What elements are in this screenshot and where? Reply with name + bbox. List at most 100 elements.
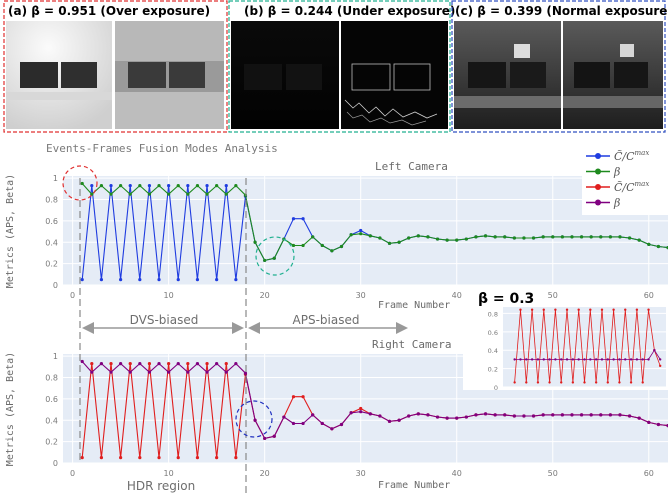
left-series-1-point bbox=[253, 240, 257, 244]
right-x-tick-label: 0 bbox=[70, 469, 75, 478]
left-series-1-point bbox=[339, 244, 344, 249]
right-series-1-point bbox=[627, 414, 632, 418]
inset-series-1-point bbox=[629, 358, 633, 361]
right-series-1-point bbox=[579, 413, 584, 417]
inset-series-1-point bbox=[641, 358, 644, 361]
right-series-1-point bbox=[378, 414, 382, 418]
right-series-0-point bbox=[195, 456, 200, 460]
left-series-1-point bbox=[608, 235, 612, 239]
left-y-tick-label: 0.6 bbox=[45, 217, 58, 226]
right-series-1-point bbox=[531, 414, 536, 418]
right-series-1-point bbox=[339, 422, 344, 427]
right-series-1-point bbox=[493, 413, 497, 417]
left-series-0-point bbox=[157, 278, 161, 282]
legend-swatch-marker bbox=[595, 184, 601, 190]
left-series-0-point bbox=[234, 278, 238, 282]
left-y-tick-label: 1 bbox=[53, 174, 58, 183]
left-series-1-point bbox=[531, 236, 536, 240]
right-series-1-point bbox=[195, 362, 200, 366]
right-series-1-point bbox=[291, 421, 296, 426]
left-series-1-point bbox=[522, 236, 526, 240]
right-series-0-point bbox=[205, 362, 209, 366]
left-series-1-point bbox=[167, 192, 171, 196]
hdr-region-label: HDR region bbox=[127, 479, 195, 493]
right-series-1-point bbox=[167, 370, 171, 374]
legend-entry-label: C̃/Cmax bbox=[614, 180, 649, 194]
left-series-1-point bbox=[186, 192, 190, 196]
right-series-0-point bbox=[167, 362, 171, 366]
right-x-tick-label: 60 bbox=[644, 469, 654, 478]
inset-series-0-point bbox=[635, 308, 639, 311]
left-camera-title: Left Camera bbox=[375, 160, 448, 173]
right-series-0-point bbox=[138, 456, 142, 460]
right-series-0-point bbox=[109, 362, 113, 366]
right-y-tick-label: 0.6 bbox=[45, 395, 58, 404]
inset-series-0-point bbox=[548, 381, 551, 384]
panel-c-event-image bbox=[563, 21, 663, 129]
right-series-1-point bbox=[109, 370, 113, 374]
right-y-tick-label: 0 bbox=[53, 459, 58, 468]
right-series-0-point bbox=[119, 456, 123, 460]
right-x-tick-label: 50 bbox=[548, 469, 558, 478]
panel-c-label: (c) β = 0.399 (Normal exposure) bbox=[455, 4, 668, 18]
right-series-0-point bbox=[301, 395, 305, 399]
aps-biased-arrow bbox=[248, 322, 408, 334]
left-series-1-point bbox=[349, 233, 353, 237]
right-series-0-point bbox=[291, 395, 296, 399]
left-series-1-point bbox=[618, 235, 622, 239]
inset-series-0-point bbox=[519, 308, 522, 311]
right-series-1-point bbox=[570, 413, 574, 417]
right-series-0-point bbox=[186, 362, 190, 366]
inset-title: β = 0.3 bbox=[478, 291, 534, 307]
left-series-1-point bbox=[176, 184, 180, 188]
left-series-0-point bbox=[291, 217, 296, 221]
left-series-0-point bbox=[224, 184, 228, 188]
left-series-1-point bbox=[503, 235, 507, 239]
left-series-1-point bbox=[560, 235, 564, 239]
left-series-0-point bbox=[167, 184, 171, 188]
left-series-1-point bbox=[157, 184, 161, 188]
inset-series-1-point bbox=[583, 358, 586, 361]
legend-swatch-marker bbox=[595, 153, 601, 159]
right-series-1-point bbox=[80, 359, 84, 364]
inset-series-1-point bbox=[565, 358, 569, 361]
right-series-0-point bbox=[359, 406, 363, 411]
left-series-0-point bbox=[109, 184, 113, 188]
right-series-1-point bbox=[99, 362, 104, 366]
inset-series-1-point bbox=[624, 358, 627, 361]
right-tick-labels: 00.20.40.60.810 10 20 30 40 50 60 bbox=[45, 352, 654, 478]
inset-y-tick-label: 0.8 bbox=[488, 310, 498, 318]
inset-series-1-point bbox=[525, 358, 528, 361]
right-series-0-point bbox=[176, 456, 180, 460]
left-y-tick-label: 0 bbox=[53, 281, 58, 290]
right-x-tick-label: 40 bbox=[452, 469, 462, 478]
right-series-1-point bbox=[416, 412, 420, 416]
left-series-1-point bbox=[551, 235, 555, 239]
left-x-axis-label: Frame Number bbox=[378, 300, 450, 311]
left-series-1-point bbox=[128, 192, 132, 196]
right-series-1-point bbox=[560, 413, 564, 417]
right-series-1-point bbox=[243, 371, 248, 375]
right-series-0-point bbox=[99, 456, 104, 460]
panel-b-aps-image bbox=[231, 21, 339, 129]
right-series-0-point bbox=[147, 362, 152, 366]
left-series-1-point bbox=[147, 192, 152, 196]
left-series-0-point bbox=[215, 278, 219, 282]
inset-series-1-point bbox=[577, 358, 580, 361]
inset-series-1-point bbox=[519, 358, 522, 361]
right-series-0-point bbox=[128, 362, 132, 366]
inset-series-1-point bbox=[606, 358, 609, 361]
inset-series-1-point bbox=[560, 358, 563, 361]
right-series-0-point bbox=[90, 362, 94, 366]
inset-series-0-point bbox=[536, 381, 540, 384]
right-series-1-point bbox=[320, 421, 324, 426]
over-exposure-highlight bbox=[62, 165, 98, 201]
left-series-1-point bbox=[368, 234, 372, 238]
inset-series-0-point bbox=[542, 308, 545, 311]
left-series-1-point bbox=[263, 258, 267, 263]
panel-a-event-image bbox=[115, 21, 224, 129]
right-y-axis-label: Metrics (APS, Beta) bbox=[5, 352, 16, 466]
inset-y-tick-label: 0.4 bbox=[488, 347, 498, 355]
right-series bbox=[80, 359, 668, 460]
inset-series-0-point bbox=[629, 381, 633, 384]
